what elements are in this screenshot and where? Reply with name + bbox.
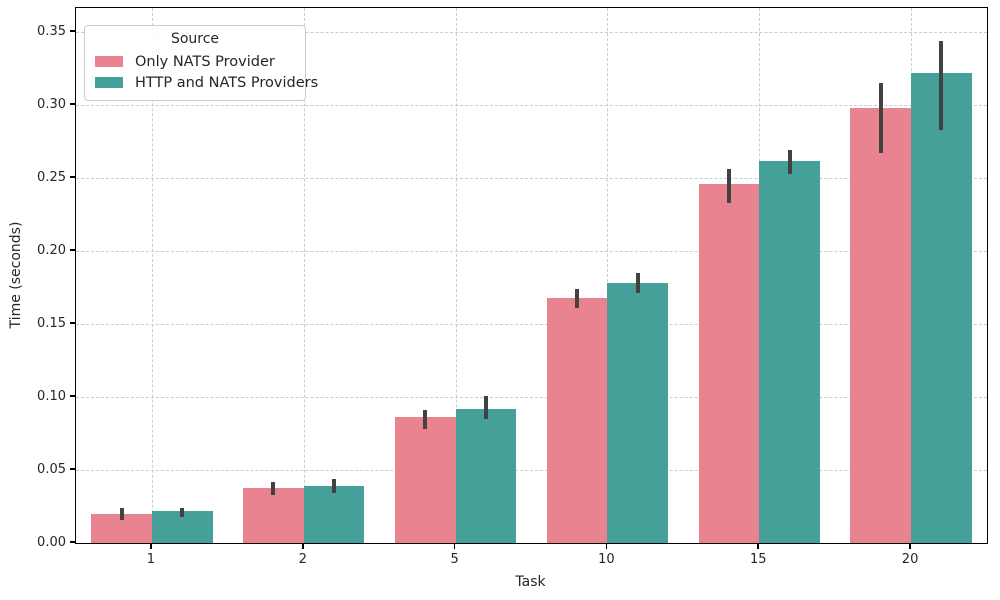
x-tick-mark xyxy=(909,544,911,549)
x-tick-mark xyxy=(605,544,608,549)
legend-swatch-only-nats xyxy=(95,56,123,67)
gridline-horizontal xyxy=(76,251,987,253)
gridline-vertical xyxy=(455,8,457,543)
y-tick-label: 0.30 xyxy=(37,96,66,112)
x-tick-label: 20 xyxy=(901,552,919,567)
error-bar xyxy=(575,289,580,308)
error-bar xyxy=(787,150,792,174)
legend-label: Only NATS Provider xyxy=(135,53,275,70)
error-bar xyxy=(726,169,731,203)
x-axis-label: Task xyxy=(515,574,546,590)
x-tick-label: 2 xyxy=(298,552,307,567)
error-bar xyxy=(483,395,488,419)
error-bar xyxy=(423,410,428,430)
gridline-vertical xyxy=(303,8,305,543)
error-bar xyxy=(119,507,124,520)
legend-label: HTTP and NATS Providers xyxy=(135,74,319,91)
legend-item-only-nats: Only NATS Provider xyxy=(95,51,295,72)
gridline-vertical xyxy=(607,8,609,543)
bar-only-nats-task-5 xyxy=(394,417,456,543)
bar-only-nats-task-20 xyxy=(850,108,912,543)
error-bar xyxy=(635,272,640,294)
gridline-horizontal xyxy=(76,105,987,107)
gridline-vertical xyxy=(151,8,153,543)
y-tick-mark xyxy=(70,30,75,32)
x-tick-mark xyxy=(150,544,152,549)
gridline-horizontal xyxy=(76,397,987,399)
legend-title: Source xyxy=(170,31,220,47)
error-bar xyxy=(878,83,883,154)
y-tick-mark xyxy=(70,176,75,178)
x-tick-mark xyxy=(757,544,760,549)
y-tick-label: 0.25 xyxy=(37,169,66,185)
x-tick-label: 10 xyxy=(598,552,615,567)
legend-swatch-http-nats xyxy=(95,77,123,88)
x-tick-label: 1 xyxy=(146,552,156,567)
x-tick-label: 15 xyxy=(749,552,767,567)
bar-http-nats-task-10 xyxy=(607,283,669,543)
x-tick-label: 5 xyxy=(450,552,459,567)
bar-http-nats-task-20 xyxy=(911,72,972,543)
y-tick-mark xyxy=(70,541,75,543)
error-bar xyxy=(939,40,944,130)
error-bar xyxy=(180,507,185,517)
y-tick-label: 0.00 xyxy=(37,534,66,550)
x-tick-mark xyxy=(453,544,456,549)
error-bar xyxy=(332,478,337,494)
y-tick-mark xyxy=(70,322,75,324)
y-tick-mark xyxy=(70,103,75,105)
y-tick-mark xyxy=(70,395,75,397)
y-tick-label: 0.15 xyxy=(37,315,66,331)
gridline-horizontal xyxy=(76,324,987,326)
bar-http-nats-task-15 xyxy=(759,160,820,543)
y-tick-label: 0.20 xyxy=(37,242,66,258)
bar-only-nats-task-10 xyxy=(546,297,608,543)
gridline-horizontal xyxy=(76,178,987,180)
legend-item-http-nats: HTTP and NATS Providers xyxy=(95,72,318,93)
plot-area xyxy=(75,7,988,544)
y-tick-mark xyxy=(70,249,75,251)
bar-only-nats-task-15 xyxy=(698,183,760,543)
bar-only-nats-task-2 xyxy=(243,487,304,543)
bar-http-nats-task-2 xyxy=(303,486,365,543)
y-tick-label: 0.35 xyxy=(37,23,66,39)
y-tick-label: 0.10 xyxy=(37,388,66,404)
gridline-horizontal xyxy=(76,470,987,471)
bar-http-nats-task-5 xyxy=(455,408,517,543)
y-tick-label: 0.05 xyxy=(37,461,66,477)
gridline-horizontal xyxy=(76,32,987,34)
error-bar xyxy=(271,481,276,495)
y-tick-mark xyxy=(70,468,75,470)
x-tick-mark xyxy=(301,544,304,549)
legend: Source Only NATS Provider HTTP and NATS … xyxy=(84,25,318,101)
y-axis-label: Time (seconds) xyxy=(8,221,24,329)
